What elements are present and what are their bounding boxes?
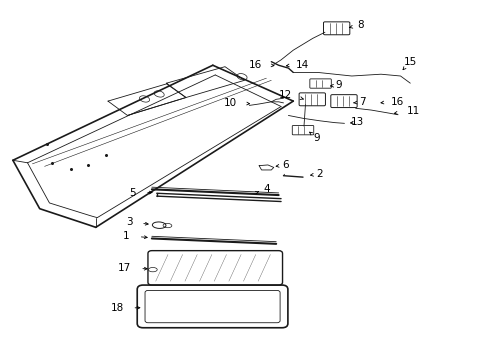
Text: 17: 17: [118, 263, 131, 273]
Text: 6: 6: [281, 159, 288, 170]
Text: 11: 11: [406, 106, 419, 116]
Text: 9: 9: [335, 80, 341, 90]
Text: 2: 2: [315, 168, 322, 179]
Text: 10: 10: [224, 98, 237, 108]
Text: 9: 9: [313, 133, 319, 143]
Text: 4: 4: [263, 184, 269, 194]
Text: 3: 3: [125, 217, 132, 227]
Text: 12: 12: [279, 90, 292, 100]
Text: 5: 5: [129, 188, 136, 198]
Text: 16: 16: [248, 59, 261, 69]
Text: 14: 14: [296, 59, 309, 69]
Text: 8: 8: [357, 20, 363, 30]
Text: 15: 15: [403, 57, 416, 67]
Text: 7: 7: [358, 97, 365, 107]
Text: 1: 1: [123, 231, 130, 241]
Text: 13: 13: [350, 117, 363, 127]
Text: 16: 16: [390, 97, 403, 107]
Text: 18: 18: [110, 303, 123, 313]
